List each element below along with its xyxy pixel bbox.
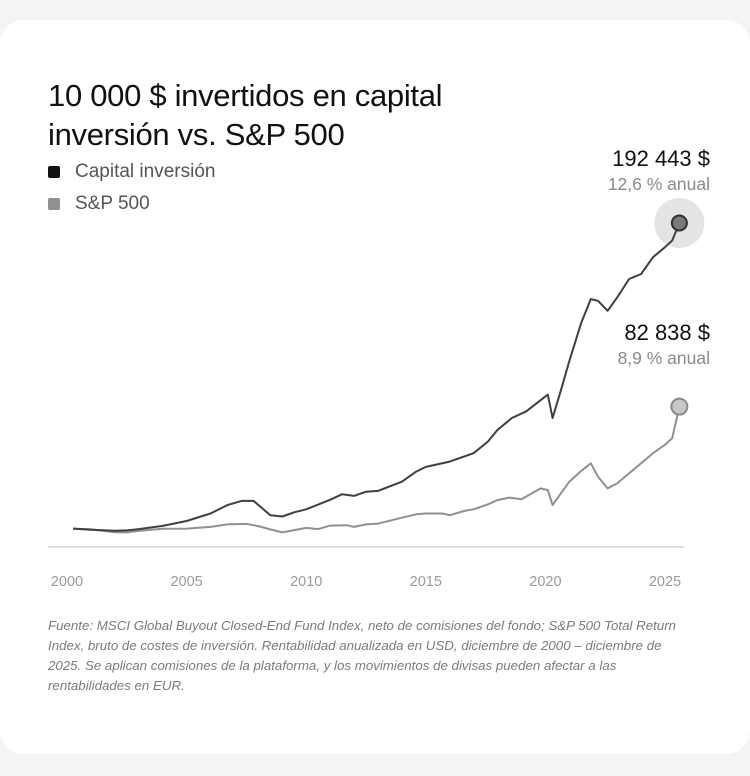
final-value-sp500: 82 838 $ — [624, 320, 710, 345]
legend-label-sp500: S&P 500 — [75, 193, 150, 214]
x-tick-label: 2010 — [290, 574, 322, 590]
final-value-capital: 192 443 $ — [612, 146, 710, 171]
legend-item-capital: Capital inversión — [48, 156, 215, 188]
x-tick-label: 2015 — [410, 574, 442, 590]
end-annotations: 82 838 $ 8,9 % anual 192 443 $ 12,6 % anual — [608, 146, 710, 368]
end-point-sp500 — [670, 397, 689, 416]
series-line-capital — [72, 222, 681, 532]
legend-swatch-sp500 — [48, 198, 60, 210]
x-tick-label: 2025 — [649, 574, 681, 590]
chart-title: 10 000 $ invertidos en capital inversión… — [48, 77, 443, 152]
line-chart: 2000 2005 2010 2015 2020 2025 82 838 $ 8,9 % a… — [48, 146, 710, 590]
legend-label-capital: Capital inversión — [75, 161, 216, 182]
series-layer — [72, 198, 705, 534]
x-tick-label: 2020 — [529, 574, 561, 590]
annual-return-sp500: 8,9 % anual — [618, 348, 710, 368]
annual-return-capital: 12,6 % anual — [608, 174, 710, 194]
x-tick-label: 2000 — [51, 574, 83, 590]
legend-swatch-capital — [48, 166, 60, 178]
series-line-sp500 — [72, 406, 681, 534]
legend-item-sp500: S&P 500 — [48, 188, 215, 220]
x-tick-label: 2005 — [170, 574, 202, 590]
legend: Capital inversión S&P 500 — [48, 156, 215, 220]
end-point-capital — [670, 214, 688, 232]
chart-card — [0, 20, 750, 754]
x-tick-labels: 2000 2005 2010 2015 2020 2025 — [51, 574, 681, 590]
source-note: Fuente: MSCI Global Buyout Closed-End Fu… — [48, 618, 677, 694]
